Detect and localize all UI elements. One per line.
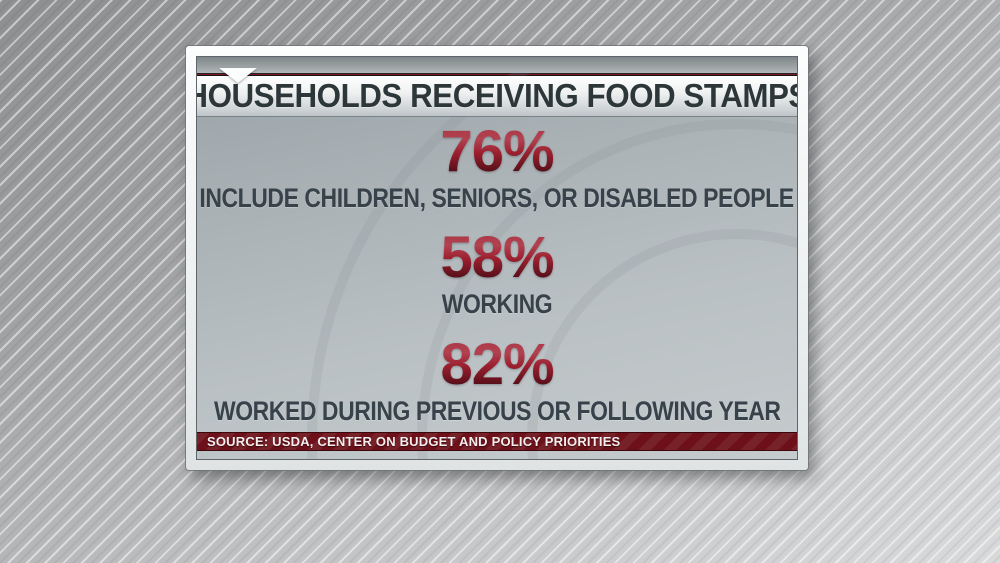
stat-value: 76% [440,119,554,184]
down-triangle-icon [219,68,257,83]
stat-label: WORKED DURING PREVIOUS OR FOLLOWING YEAR [213,395,781,426]
source-bar: SOURCE: USDA, CENTER ON BUDGET AND POLIC… [197,432,797,451]
stat-label: WORKING [441,289,553,320]
page-title: HOUSEHOLDS RECEIVING FOOD STAMPS [196,77,798,114]
title-bar: HOUSEHOLDS RECEIVING FOOD STAMPS [197,76,797,117]
panel-content: HOUSEHOLDS RECEIVING FOOD STAMPS 76% INC… [196,56,798,460]
stat-item: 82% WORKED DURING PREVIOUS OR FOLLOWING … [197,331,797,426]
header-strip [197,57,797,73]
stat-value: 58% [440,225,554,291]
stats-panel: HOUSEHOLDS RECEIVING FOOD STAMPS 76% INC… [186,46,808,470]
stat-item: 76% INCLUDE CHILDREN, SENIORS, OR DISABL… [197,119,797,213]
red-rule [197,73,797,76]
stats-list: 76% INCLUDE CHILDREN, SENIORS, OR DISABL… [197,119,797,432]
stat-value: 82% [440,331,554,397]
stat-item: 58% WORKING [432,225,562,320]
source-attribution: SOURCE: USDA, CENTER ON BUDGET AND POLIC… [207,434,621,449]
stat-label: INCLUDE CHILDREN, SENIORS, OR DISABLED P… [199,183,795,213]
